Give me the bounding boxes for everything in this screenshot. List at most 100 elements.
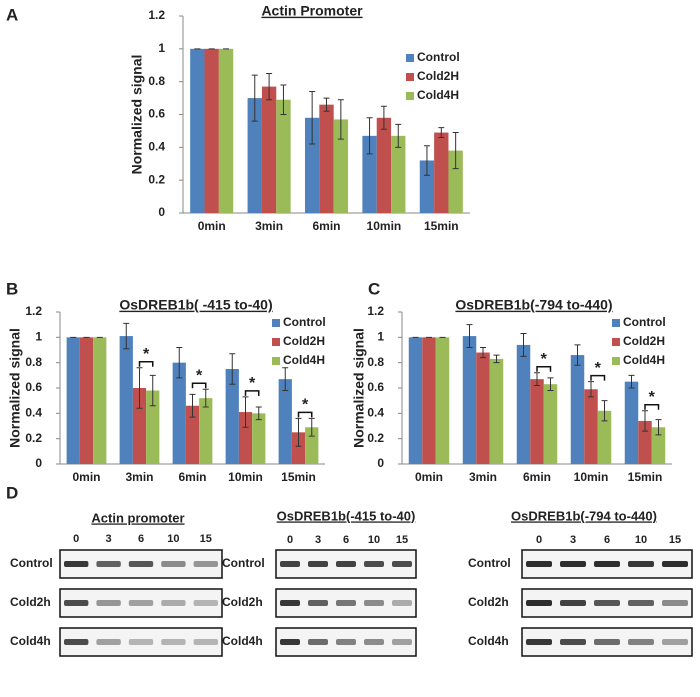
- bar: [66, 337, 80, 464]
- lane-label: 15: [200, 533, 212, 545]
- legend-swatch: [272, 357, 280, 365]
- significance-bracket: [590, 374, 606, 381]
- lane-label: 6: [138, 533, 144, 545]
- gel-band: [526, 600, 552, 606]
- error-bar: [642, 410, 648, 432]
- error-bar: [337, 99, 344, 140]
- gel-band: [64, 639, 89, 645]
- gel-band: [526, 639, 552, 645]
- gel-title: OsDREB1b(-415 to-40): [277, 508, 416, 523]
- gel-band: [560, 561, 586, 567]
- y-tick-label: 0.4: [367, 406, 384, 420]
- y-tick-label: 0.4: [25, 406, 42, 420]
- bar: [225, 369, 239, 464]
- gel-band: [560, 639, 586, 645]
- gel-band: [628, 639, 654, 645]
- panel-label: C: [368, 279, 380, 298]
- bar: [362, 135, 377, 213]
- gel-band: [364, 561, 384, 567]
- error-bar: [588, 381, 594, 398]
- x-tick-label: 15min: [424, 219, 459, 233]
- x-tick-label: 15min: [281, 470, 316, 484]
- y-tick-label: 0.8: [367, 355, 384, 369]
- x-tick-label: 6min: [312, 219, 340, 233]
- error-bar: [136, 367, 143, 409]
- error-bar: [189, 393, 196, 418]
- bar: [422, 337, 436, 464]
- legend-label: Control: [417, 50, 460, 64]
- bar: [376, 117, 392, 213]
- bar: [462, 336, 477, 464]
- gel-band: [628, 600, 654, 606]
- row-label: Control: [10, 556, 53, 570]
- x-tick-label: 3min: [125, 470, 153, 484]
- significance-label: *: [649, 389, 656, 406]
- y-tick-label: 0.2: [25, 431, 42, 445]
- gel-band: [128, 600, 154, 606]
- bar: [584, 389, 598, 464]
- error-bar: [229, 353, 236, 385]
- bar: [597, 410, 612, 464]
- gel-band: [392, 639, 412, 645]
- y-tick-label: 1.2: [25, 304, 42, 318]
- bar: [448, 150, 463, 213]
- error-bar: [242, 396, 249, 428]
- error-bar: [149, 374, 156, 407]
- bar: [305, 427, 319, 464]
- gel-band: [308, 639, 328, 645]
- lane-label: 6: [604, 534, 610, 546]
- y-tick-label: 0.2: [148, 172, 165, 186]
- gel-band: [64, 600, 89, 606]
- bar: [278, 379, 292, 464]
- bar: [516, 344, 531, 464]
- error-bar: [480, 346, 486, 359]
- gel-band: [560, 600, 586, 606]
- lane-label: 10: [635, 534, 647, 546]
- bar: [93, 337, 107, 464]
- error-bar: [628, 374, 635, 389]
- x-tick-label: 6min: [523, 470, 551, 484]
- error-bar: [520, 333, 527, 357]
- bar: [624, 381, 639, 464]
- legend-swatch: [272, 319, 280, 327]
- lane-label: 3: [315, 534, 321, 546]
- gel-band: [96, 639, 121, 645]
- error-bar: [251, 74, 258, 122]
- y-tick-label: 0: [158, 205, 165, 219]
- y-axis-label: Normalized signal: [351, 328, 367, 448]
- legend-label: Control: [623, 315, 666, 329]
- y-tick-label: 0.6: [148, 107, 165, 121]
- legend-swatch: [406, 54, 414, 62]
- gel-band: [594, 561, 620, 567]
- legend-label: Cold2H: [417, 69, 459, 83]
- row-label: Cold4h: [222, 634, 263, 648]
- chart-title: OsDREB1b( -415 to-40): [119, 297, 272, 313]
- lane-label: 0: [73, 533, 79, 545]
- significance-bracket: [297, 411, 313, 418]
- gel-band: [193, 639, 218, 645]
- lane-label: 6: [343, 534, 349, 546]
- bar: [146, 390, 160, 464]
- bar: [489, 358, 504, 464]
- legend-label: Cold2H: [283, 334, 325, 348]
- gel-band: [161, 561, 186, 567]
- bar: [304, 117, 320, 213]
- error-bar: [266, 72, 273, 101]
- gel-band: [336, 639, 356, 645]
- x-tick-label: 0min: [198, 219, 226, 233]
- gel-band: [364, 639, 384, 645]
- y-tick-label: 1: [377, 330, 384, 344]
- error-bar: [255, 406, 262, 421]
- gel-band: [364, 600, 384, 606]
- bar: [247, 98, 262, 213]
- bar: [185, 405, 200, 464]
- legend-swatch: [612, 319, 620, 327]
- error-bar: [534, 372, 540, 386]
- gel-band: [193, 600, 218, 606]
- error-bar: [395, 123, 402, 148]
- bar: [276, 99, 291, 213]
- bar: [79, 337, 94, 464]
- legend-label: Cold4H: [283, 353, 325, 367]
- y-axis-label: Normalized signal: [7, 328, 23, 448]
